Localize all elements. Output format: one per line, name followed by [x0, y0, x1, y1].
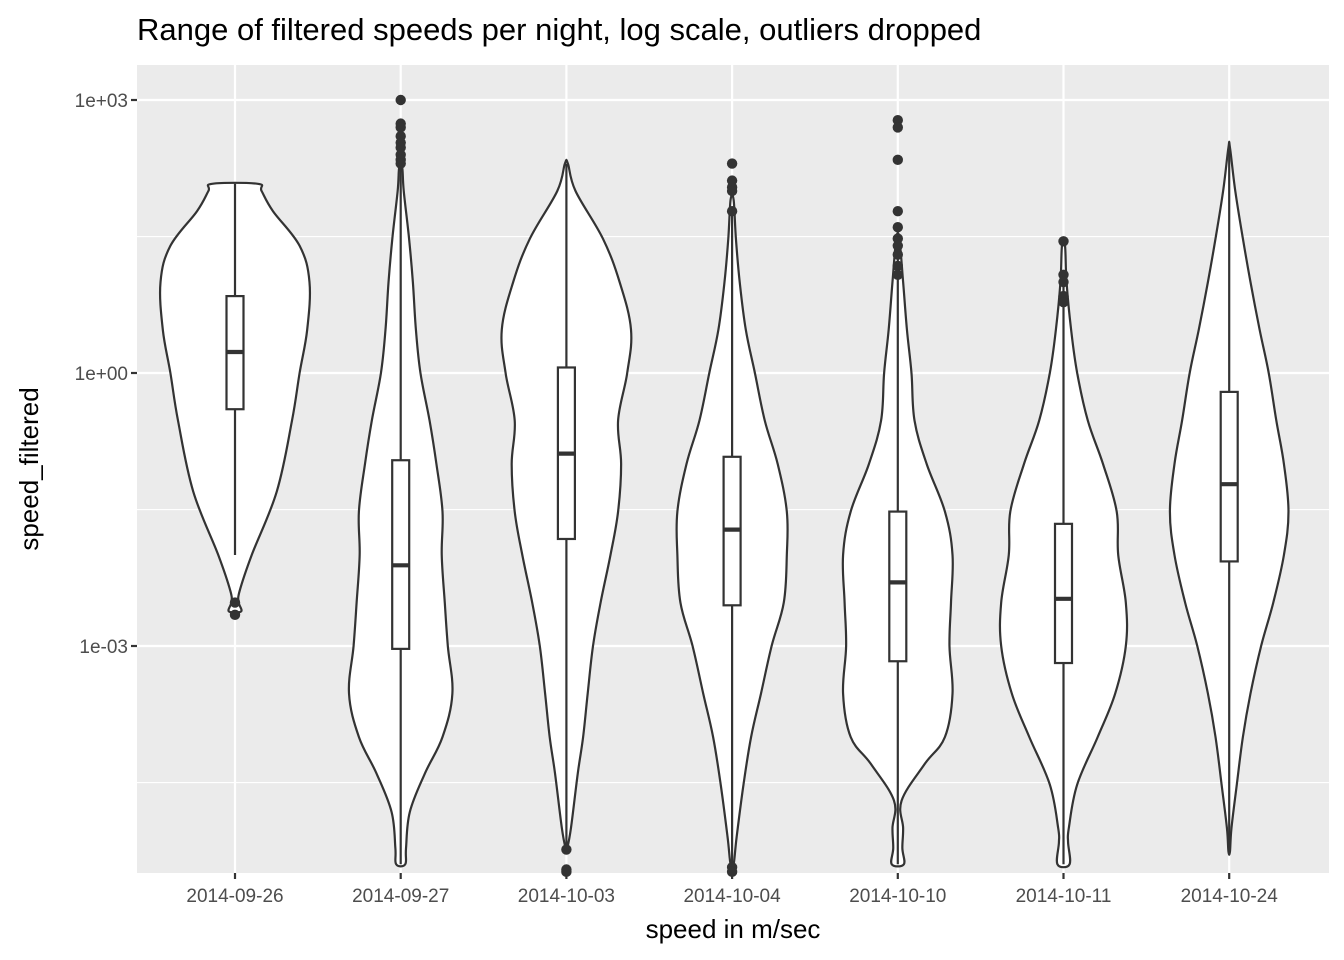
outlier-point	[892, 233, 903, 244]
outlier-point	[726, 866, 738, 878]
outlier-point	[892, 249, 903, 260]
x-axis: 2014-09-26 2014-09-27 2014-10-03 2014-10-04…	[186, 873, 1278, 907]
x-tick-label: 2014-10-24	[1181, 886, 1279, 907]
x-axis-title: speed in m/sec	[646, 914, 821, 944]
y-axis: 1e+03 1e+00 1e-03	[75, 91, 137, 658]
outlier-point	[395, 142, 406, 153]
outlier-point	[1058, 296, 1069, 308]
chart-title: Range of filtered speeds per night, log …	[137, 12, 981, 47]
outlier-point	[892, 114, 903, 126]
outlier-point	[726, 185, 738, 197]
outlier-point	[892, 205, 903, 217]
outlier-point	[229, 597, 241, 608]
box-2014-10-11	[1053, 522, 1074, 665]
x-tick-label: 2014-09-26	[186, 886, 283, 907]
y-tick-label: 1e-03	[79, 637, 128, 658]
y-tick-label: 1e+03	[75, 91, 128, 112]
outlier-point	[892, 260, 903, 272]
x-tick-label: 2014-10-11	[1016, 886, 1112, 907]
outlier-layer	[229, 94, 1069, 878]
outlier-point	[892, 240, 903, 251]
outlier-point	[1058, 236, 1069, 247]
outlier-point	[395, 158, 406, 169]
outlier-point	[561, 844, 572, 855]
y-tick-label: 1e+00	[75, 364, 128, 385]
outlier-point	[561, 866, 572, 878]
outlier-point	[892, 269, 903, 280]
box-2014-09-27	[391, 459, 411, 650]
outlier-point	[892, 222, 903, 233]
outlier-point	[395, 122, 406, 133]
x-tick-label: 2014-10-10	[849, 886, 946, 907]
outlier-point	[1058, 269, 1069, 280]
outlier-point	[726, 158, 738, 169]
outlier-point	[892, 122, 903, 133]
y-axis-title: speed_filtered	[14, 387, 44, 550]
outlier-point	[892, 154, 903, 166]
outlier-point	[1058, 276, 1069, 288]
outlier-point	[726, 205, 738, 217]
x-tick-label: 2014-10-03	[518, 886, 615, 907]
box-2014-10-24	[1219, 390, 1239, 563]
outlier-point	[395, 94, 406, 106]
x-tick-label: 2014-10-04	[683, 886, 781, 907]
boxplot-layer	[225, 150, 1239, 865]
outlier-point	[229, 609, 241, 621]
box-2014-10-10	[888, 510, 908, 663]
x-tick-label: 2014-09-27	[352, 886, 449, 907]
